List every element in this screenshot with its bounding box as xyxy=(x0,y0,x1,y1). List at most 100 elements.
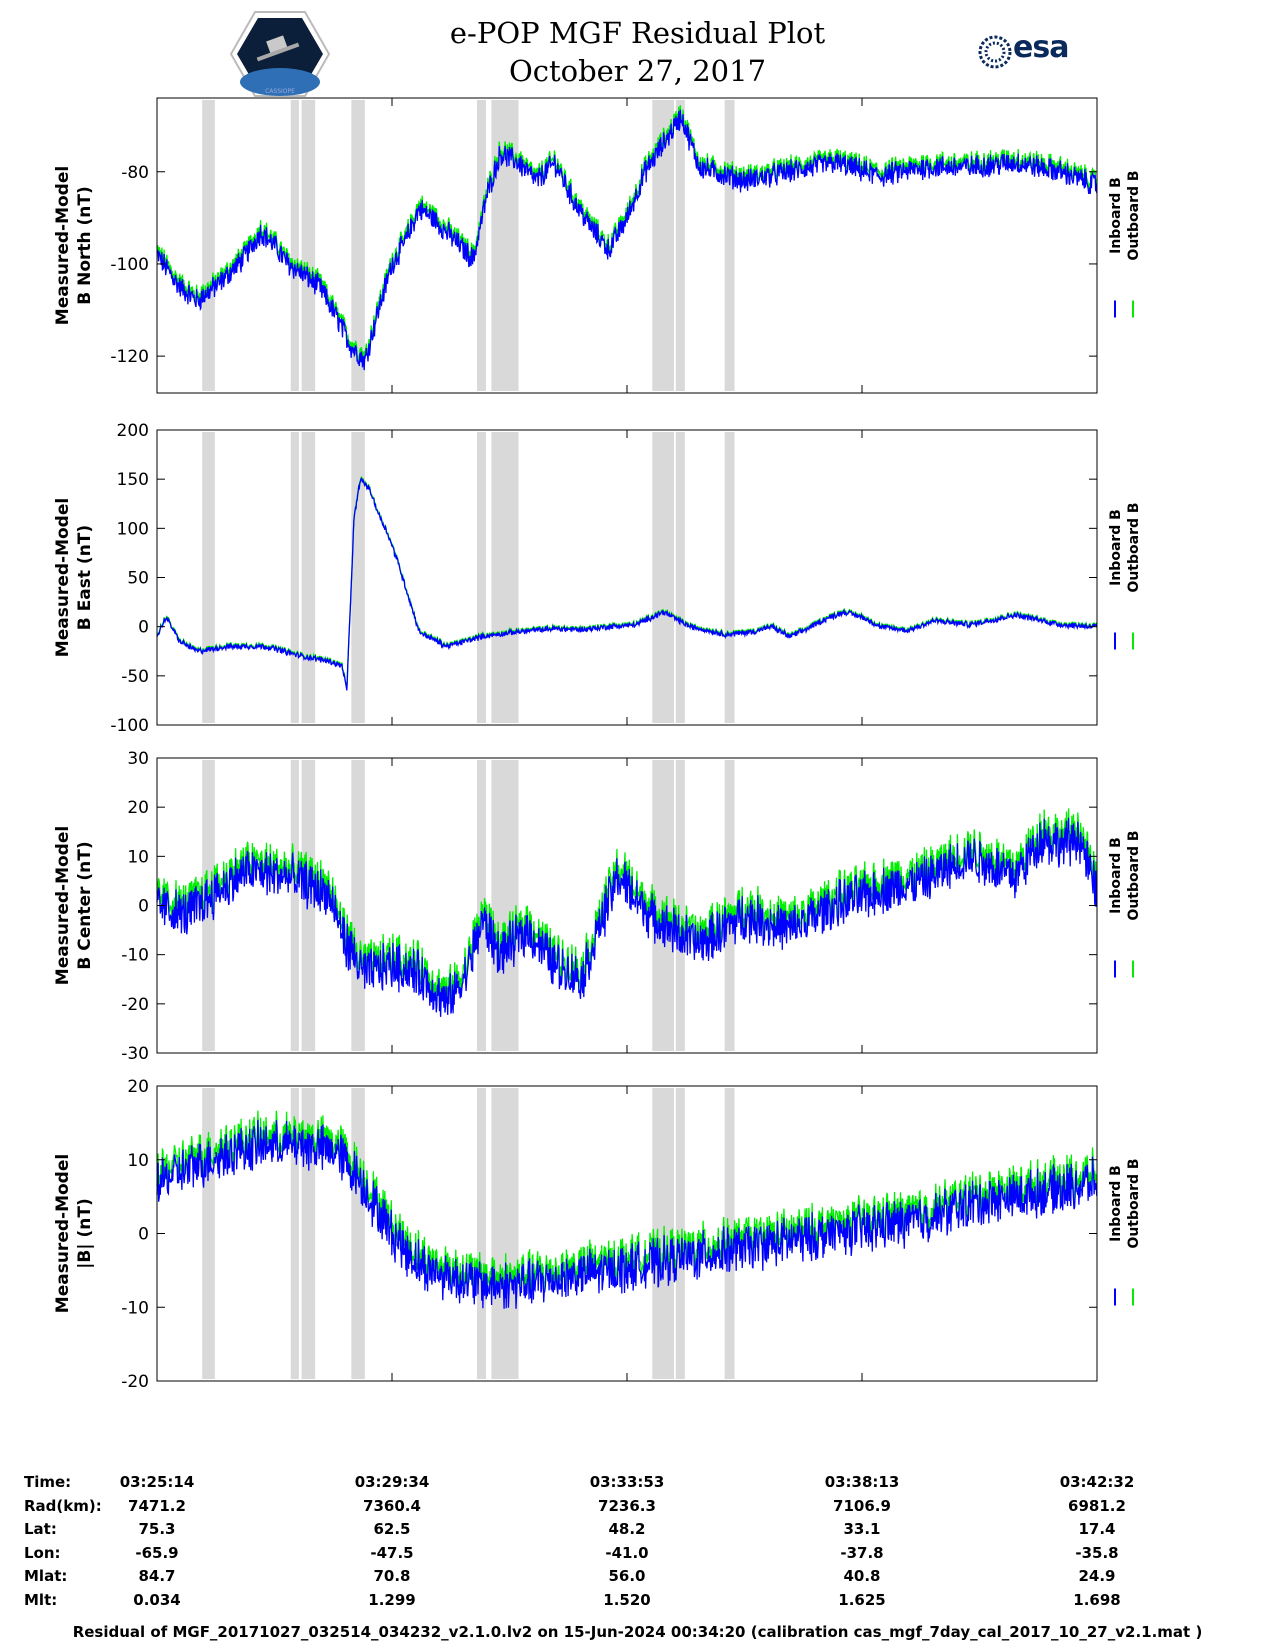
shaded-interval xyxy=(476,432,486,723)
legend-label-inboard: Inboard B xyxy=(1108,837,1124,914)
legend-label-outboard: Outboard B xyxy=(1126,830,1142,920)
shaded-interval xyxy=(724,100,735,391)
info-value: 24.9 xyxy=(1078,1567,1116,1585)
shaded-interval xyxy=(652,100,674,391)
series-line-inboard xyxy=(156,477,1098,691)
chart-title-line1: e-POP MGF Residual Plot xyxy=(449,16,826,50)
footer-caption: Residual of MGF_20171027_032514_034232_v… xyxy=(72,1623,1203,1641)
shaded-interval xyxy=(652,1088,674,1379)
info-row-label: Lon: xyxy=(24,1543,61,1562)
x-tick-label: 03:29:34 xyxy=(354,1473,430,1491)
legend-label-outboard: Outboard B xyxy=(1126,170,1142,260)
y-tick-label: 0 xyxy=(138,618,149,638)
info-value: 40.8 xyxy=(843,1567,881,1585)
shaded-interval xyxy=(351,760,365,1051)
legend-label-inboard: Inboard B xyxy=(1108,177,1124,254)
y-axis-label: Measured-Model xyxy=(53,166,73,325)
y-axis-label: |B| (nT) xyxy=(75,1198,95,1269)
series-line-inboard xyxy=(156,109,1098,371)
y-axis-label: Measured-Model xyxy=(53,1154,73,1313)
shaded-interval xyxy=(351,100,365,391)
info-value: -47.5 xyxy=(370,1543,414,1562)
info-row-label: Mlt: xyxy=(24,1590,58,1609)
info-value: 1.698 xyxy=(1073,1590,1121,1609)
shaded-interval xyxy=(290,760,299,1051)
y-axis-label: B East (nT) xyxy=(75,525,95,630)
legend-label-inboard: Inboard B xyxy=(1108,509,1124,586)
shaded-interval xyxy=(491,1088,519,1379)
logo-text: CASSIOPE xyxy=(265,88,295,95)
y-tick-label: 10 xyxy=(127,847,149,867)
x-tick-label: 03:38:13 xyxy=(824,1473,900,1491)
x-tick-label: 03:33:53 xyxy=(589,1473,665,1491)
series-line-inboard xyxy=(156,1119,1098,1309)
panel-b-east: -100 -50 0 50 100 150 200 Measured-Model B East … xyxy=(53,421,1142,736)
shaded-interval xyxy=(351,432,365,723)
info-value: 7471.2 xyxy=(128,1496,186,1515)
y-axis-label: Measured-Model xyxy=(53,498,73,657)
shaded-interval xyxy=(652,432,674,723)
info-row-label: Rad(km): xyxy=(24,1496,102,1515)
info-row-label: Time: xyxy=(24,1473,72,1491)
info-value: 1.625 xyxy=(838,1590,886,1609)
shaded-interval xyxy=(675,100,685,391)
shaded-interval xyxy=(675,760,685,1051)
info-value: -37.8 xyxy=(840,1543,884,1562)
shaded-interval xyxy=(202,760,215,1051)
shaded-interval xyxy=(301,100,316,391)
series-line-inboard xyxy=(156,817,1098,1017)
shaded-interval xyxy=(202,100,215,391)
y-tick-label: 200 xyxy=(117,421,149,441)
y-tick-label: -30 xyxy=(121,1044,149,1064)
info-value: 7106.9 xyxy=(833,1496,891,1515)
y-tick-label: -100 xyxy=(110,255,149,275)
shaded-interval xyxy=(491,760,519,1051)
info-value: 84.7 xyxy=(138,1567,176,1585)
info-value: 7360.4 xyxy=(363,1496,421,1515)
y-tick-label: -20 xyxy=(121,1372,149,1392)
shaded-interval xyxy=(476,1088,486,1379)
info-value: 33.1 xyxy=(843,1520,881,1538)
x-tick-label: 03:25:14 xyxy=(119,1473,195,1491)
panel-b-north: -120 -100 -80 Measured-Model B North (nT) Inb… xyxy=(53,97,1142,394)
shaded-interval xyxy=(301,760,316,1051)
y-tick-label: 0 xyxy=(138,897,149,917)
y-tick-label: 30 xyxy=(127,749,149,769)
esa-wordmark: esa xyxy=(1013,30,1069,65)
shaded-interval xyxy=(491,432,519,723)
y-tick-label: 150 xyxy=(117,470,149,490)
shaded-interval xyxy=(652,760,674,1051)
shaded-interval xyxy=(724,432,735,723)
shaded-interval xyxy=(301,1088,316,1379)
y-axis-label: B Center (nT) xyxy=(75,841,95,969)
info-value: 56.0 xyxy=(608,1567,646,1585)
shaded-interval xyxy=(290,1088,299,1379)
y-tick-label: -10 xyxy=(121,1298,149,1318)
y-tick-label: 50 xyxy=(127,569,149,589)
y-tick-label: 0 xyxy=(138,1225,149,1245)
chart-title-line2: October 27, 2017 xyxy=(508,54,767,88)
esa-emblem-icon xyxy=(978,35,1012,69)
info-value: 70.8 xyxy=(373,1567,411,1585)
y-tick-label: 10 xyxy=(127,1151,149,1171)
shaded-interval xyxy=(301,432,316,723)
shaded-interval xyxy=(290,100,299,391)
info-value: 1.520 xyxy=(603,1590,651,1609)
shaded-interval xyxy=(476,100,486,391)
legend-label-inboard: Inboard B xyxy=(1108,1165,1124,1242)
y-tick-label: -120 xyxy=(110,347,149,367)
y-tick-label: -50 xyxy=(121,667,149,687)
x-tick-label: 03:42:32 xyxy=(1059,1473,1135,1491)
info-value: 48.2 xyxy=(608,1520,646,1538)
cassiope-mission-logo: CASSIOPE xyxy=(230,11,330,97)
y-tick-label: -100 xyxy=(110,716,149,736)
shaded-interval xyxy=(351,1088,365,1379)
info-value: 1.299 xyxy=(368,1590,416,1609)
panel-b-magnitude: -20 -10 0 10 20 Measured-Model |B| (nT) Inboard… xyxy=(53,1077,1142,1392)
info-value: -35.8 xyxy=(1075,1543,1119,1562)
orbit-info-table: Time: Rad(km): Lat: Lon: Mlat: Mlt: 03:25:14 74… xyxy=(0,1465,1275,1615)
info-value: -65.9 xyxy=(135,1543,179,1562)
panel-b-center: -30 -20 -10 0 10 20 30 Measured-Model B Center (… xyxy=(53,749,1142,1064)
info-value: 6981.2 xyxy=(1068,1496,1126,1515)
info-value: 7236.3 xyxy=(598,1496,656,1515)
